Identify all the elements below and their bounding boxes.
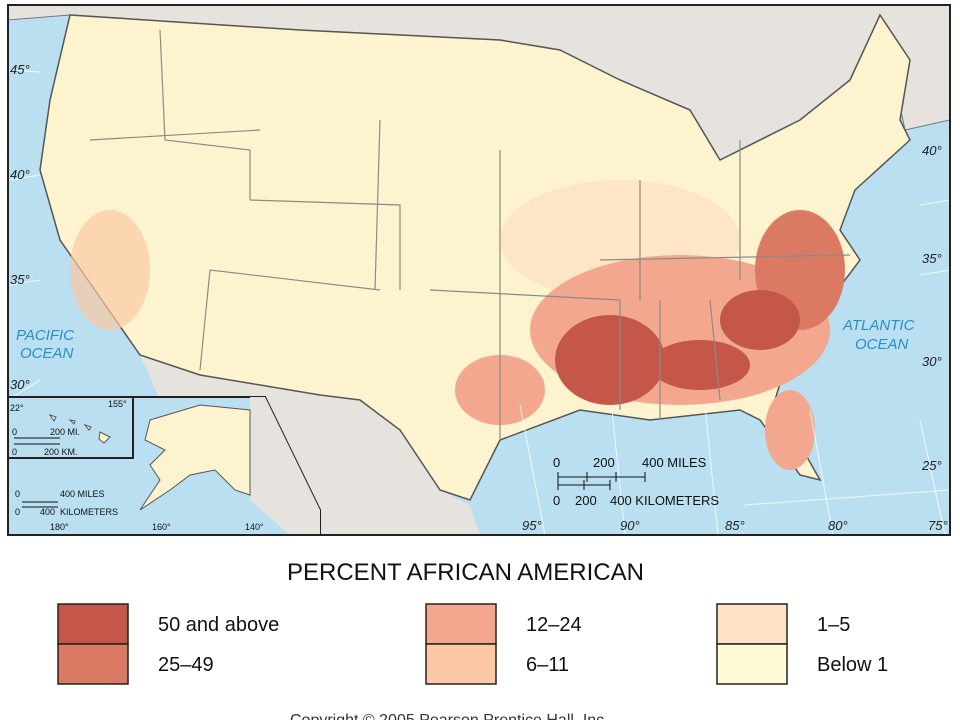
graticule	[7, 69, 951, 536]
canada	[250, 397, 320, 535]
map-frame	[7, 4, 951, 536]
legend-swatch	[716, 643, 788, 685]
ocean-label: PACIFIC	[16, 327, 74, 344]
ocean-label: OCEAN	[855, 336, 909, 353]
longitude-label: 75°	[928, 518, 948, 533]
latitude-label: 25°	[921, 458, 942, 473]
scale-label: 200 MI.	[50, 427, 80, 437]
latitude-label: 45°	[10, 62, 30, 77]
legend-swatch	[425, 643, 497, 685]
scale-label: 400 MILES	[642, 455, 707, 470]
state-borders	[89, 29, 851, 440]
legend-label: 12–24	[526, 614, 582, 636]
latitude-label: 40°	[922, 143, 942, 158]
latitude-label: 35°	[10, 272, 30, 287]
scale-label: 400 KILOMETERS	[610, 493, 719, 508]
legend-swatch	[425, 603, 497, 645]
longitude-label: 160°	[152, 522, 171, 532]
latitude-label: 30°	[922, 354, 942, 369]
legend-swatch	[57, 603, 129, 645]
longitude-label: 140°	[245, 522, 264, 532]
region-shade	[650, 340, 750, 390]
scale-label: 0	[553, 455, 560, 470]
state-border	[89, 29, 851, 440]
scale-label: 0	[12, 427, 17, 437]
scale-bar: 0 200 400 MILES 0 200 400 KILOMETERS	[553, 455, 719, 508]
shading	[70, 180, 845, 470]
legend-label: 1–5	[817, 614, 850, 636]
latitude-label: 35°	[922, 251, 942, 266]
scale-line	[14, 437, 60, 445]
scale-line	[22, 501, 58, 508]
longitude-label: 90°	[620, 518, 640, 533]
scale-label: 0	[15, 489, 20, 499]
hawaii	[48, 414, 111, 444]
scale-label: 0	[553, 493, 560, 508]
scale-label: 0	[15, 507, 20, 517]
latitude-label: 30°	[10, 377, 30, 392]
region-shade	[765, 390, 815, 470]
hawaii-label: 155°	[108, 399, 127, 409]
scale-label: 0	[12, 447, 17, 457]
copyright: Copyright © 2005 Pearson Prentice Hall, …	[290, 712, 609, 720]
hawaii-label: 22°	[10, 403, 24, 413]
alaska	[139, 404, 251, 511]
grid-line	[7, 69, 951, 536]
latitude-label: 40°	[10, 167, 30, 182]
ocean-label: ATLANTIC	[842, 317, 915, 334]
ocean-label: OCEAN	[20, 345, 74, 362]
scale-label: 400 MILES	[60, 489, 105, 499]
legend-swatch	[716, 603, 788, 645]
longitude-label: 80°	[828, 518, 848, 533]
scale-label: 400	[40, 507, 55, 517]
region-shade	[70, 210, 150, 330]
legend: PERCENT AFRICAN AMERICAN 50 and above 25–…	[57, 559, 888, 685]
scale-label: KILOMETERS	[60, 507, 118, 517]
alaska-inset: 22° 155° 0 200 MI. 0 200 KM. 0 400 MILES…	[7, 396, 321, 536]
legend-swatch	[57, 643, 129, 685]
legend-label: 50 and above	[158, 614, 279, 636]
map: 45° 40° 35° 30° 40° 35° 30° 25° 95° 90° …	[7, 4, 951, 536]
scale-label: 200 KM.	[44, 447, 78, 457]
longitude-label: 180°	[50, 522, 69, 532]
scale-label: 200	[593, 455, 615, 470]
scale-label: 200	[575, 493, 597, 508]
longitude-label: 95°	[522, 518, 542, 533]
legend-label: Below 1	[817, 654, 888, 676]
scale-line	[557, 472, 646, 490]
legend-title: PERCENT AFRICAN AMERICAN	[287, 559, 644, 586]
longitude-label: 85°	[725, 518, 745, 533]
legend-label: 6–11	[526, 654, 569, 676]
region-shade	[720, 290, 800, 350]
region-shade	[555, 315, 665, 405]
legend-label: 25–49	[158, 654, 214, 676]
